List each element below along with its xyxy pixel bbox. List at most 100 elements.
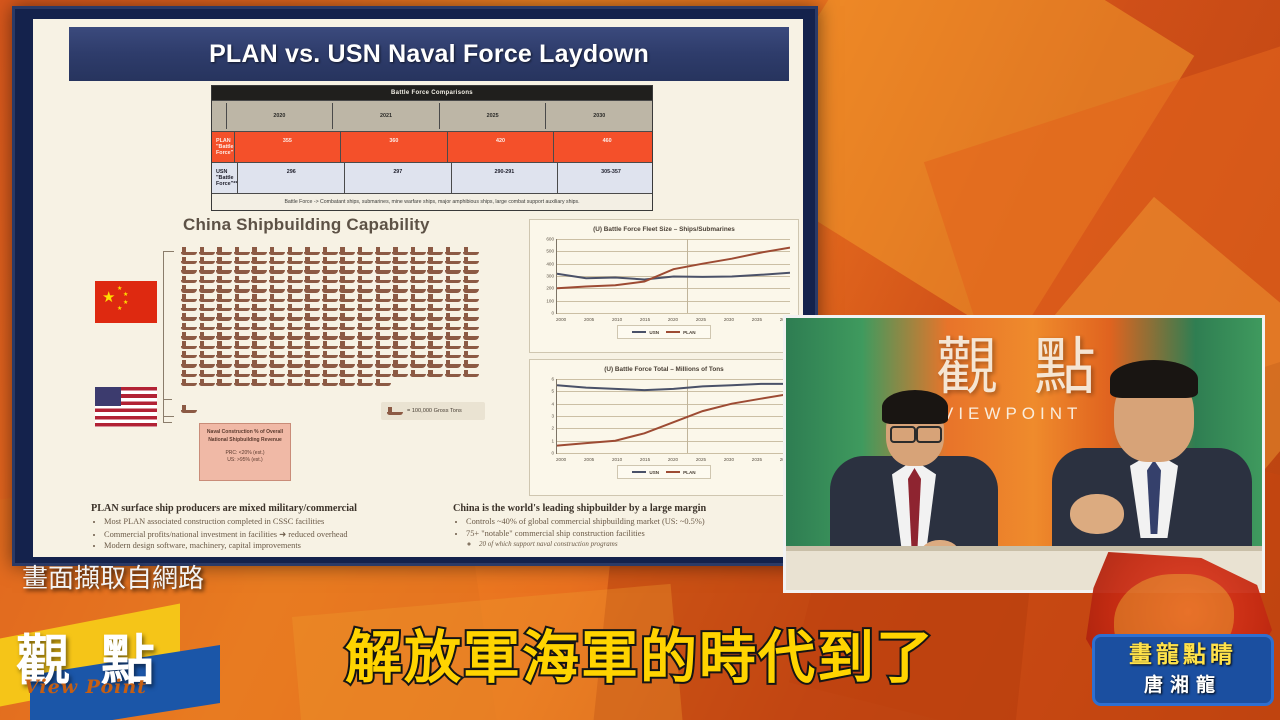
- ship-icon: [181, 247, 197, 255]
- ship-icon: [286, 266, 303, 274]
- gridline: [557, 288, 790, 290]
- ship-icon: [462, 247, 479, 255]
- gridline: [557, 416, 790, 417]
- ship-icon: [286, 275, 303, 284]
- badge-line-1: 畫龍點睛: [1129, 640, 1237, 668]
- shipbuilding-heading: China Shipbuilding Capability: [183, 215, 430, 234]
- ship-icon: [321, 341, 338, 349]
- ship-icon: [339, 378, 356, 387]
- ship-icon: [427, 294, 444, 302]
- cell: 296: [237, 163, 344, 193]
- ship-icon: [321, 369, 338, 378]
- year-header: 2020: [225, 103, 333, 129]
- ship-icon: [462, 313, 479, 321]
- ship-icon: [409, 294, 426, 302]
- x-tick-label: 2015: [639, 317, 651, 322]
- ship-icon: [462, 284, 479, 293]
- host-person-left: [824, 364, 1004, 586]
- ship-icon: [392, 266, 409, 274]
- ship-icon: [339, 331, 356, 340]
- y-tick-label: 5: [551, 388, 554, 394]
- ship-icon: [356, 266, 373, 274]
- ship-icon: [181, 341, 197, 349]
- ship-icon: [251, 256, 268, 265]
- cell: 305-357: [557, 163, 664, 193]
- ship-icon: [321, 331, 338, 340]
- ship-icon: [427, 360, 444, 368]
- ship-icon: [409, 284, 426, 293]
- hand: [1070, 494, 1124, 534]
- ship-icon: [444, 294, 461, 302]
- ship-icon: [409, 266, 426, 274]
- chart-fleet-size: (U) Battle Force Fleet Size – Ships/Subm…: [529, 219, 799, 353]
- ship-icon: [409, 313, 426, 321]
- ship-icon: [339, 341, 356, 349]
- y-tick-label: 1: [551, 438, 554, 444]
- ship-icon: [444, 275, 461, 284]
- ship-icon: [216, 313, 233, 321]
- ship-icon: [409, 350, 426, 359]
- table-year-row: 2020 2021 2025 2030: [212, 100, 652, 131]
- ship-icon: [374, 331, 391, 340]
- ship-icon: [286, 369, 303, 378]
- ship-icon: [374, 369, 391, 378]
- ship-icon: [427, 313, 444, 321]
- ship-icon: [356, 341, 373, 349]
- ship-icon: [339, 350, 356, 359]
- gridline: [557, 300, 790, 302]
- ship-icon: [268, 284, 285, 293]
- necktie: [908, 468, 921, 546]
- ship-icon: [233, 275, 250, 284]
- badge-line-2: 唐湘龍: [1143, 674, 1222, 697]
- ship-icon: [251, 284, 268, 293]
- gridline: [557, 313, 790, 314]
- x-tick-label: 2025: [695, 457, 707, 462]
- ship-icon: [392, 322, 409, 331]
- ship-icon: [181, 360, 197, 368]
- ship-icon: [216, 341, 233, 349]
- ship-icon: [268, 294, 285, 302]
- ship-icon: [198, 331, 215, 340]
- ship-icon: [216, 331, 233, 340]
- source-note: 畫面擷取自網路: [22, 564, 205, 594]
- ship-icon: [233, 256, 250, 265]
- ship-icon: [233, 247, 250, 255]
- studio-watermark: 觀 點 VIEWPOINT: [936, 336, 1104, 424]
- ship-icon: [409, 360, 426, 368]
- list-item: Commercial profits/national investment i…: [104, 529, 447, 539]
- ship-icon: [339, 256, 356, 265]
- ship-icon: [233, 284, 250, 293]
- legend-label: USN: [649, 469, 660, 475]
- ship-icon: [339, 303, 356, 312]
- ship-icon: [427, 275, 444, 284]
- ship-icon: [198, 303, 215, 312]
- ship-icon: [392, 350, 409, 359]
- gridline: [557, 391, 790, 393]
- page-title: PLAN vs. USN Naval Force Laydown: [209, 39, 649, 68]
- ship-icon: [356, 360, 373, 368]
- ship-icon: [304, 266, 321, 274]
- y-tick-label: 3: [551, 413, 554, 419]
- ship-icon: [286, 247, 303, 255]
- x-tick-label: 2005: [583, 317, 595, 322]
- callout-value: US: >95% (est.): [227, 457, 263, 464]
- ship-icon: [304, 341, 321, 349]
- ship-icon: [374, 378, 391, 387]
- ship-icon: [444, 284, 461, 293]
- chart-title: (U) Battle Force Total – Millions of Ton…: [604, 366, 724, 373]
- watermark-cjk: 觀 點: [936, 330, 1104, 403]
- ship-icon: [427, 350, 444, 359]
- legend-swatch: [632, 470, 647, 474]
- ship-icon: [321, 313, 338, 321]
- ship-icon: [374, 266, 391, 274]
- ship-icon: [304, 378, 321, 387]
- dragon-badge: 畫龍點睛 唐湘龍: [1078, 548, 1278, 720]
- ship-icon: [286, 303, 303, 312]
- host-video-window[interactable]: 觀 點 VIEWPOINT: [783, 315, 1265, 593]
- ship-icon: [181, 331, 197, 340]
- chart-force-tonnage: (U) Battle Force Total – Millions of Ton…: [529, 359, 799, 496]
- watermark-en: VIEWPOINT: [942, 404, 1083, 423]
- cell: 420: [446, 132, 554, 162]
- ship-icon: [374, 247, 391, 255]
- ship-icon: [198, 284, 215, 293]
